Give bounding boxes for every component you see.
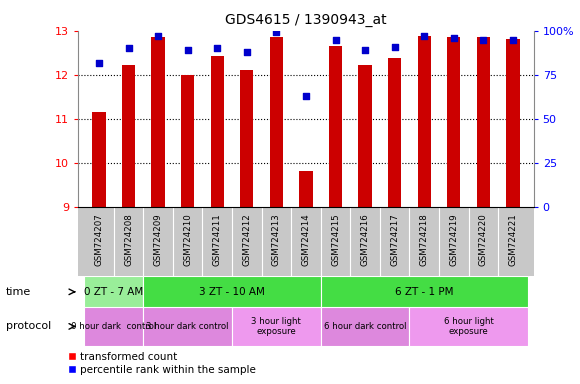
Point: [183, 47, 193, 53]
Bar: [321, 276, 528, 307]
Point: [302, 93, 311, 99]
Bar: [506, 39, 520, 207]
Point: [272, 30, 281, 36]
Text: GSM724212: GSM724212: [242, 213, 251, 266]
Text: GSM724207: GSM724207: [95, 213, 103, 266]
Text: GSM724218: GSM724218: [420, 213, 429, 266]
Text: GSM724208: GSM724208: [124, 213, 133, 266]
Bar: [84, 276, 143, 307]
Text: 3 ZT - 10 AM: 3 ZT - 10 AM: [199, 287, 265, 297]
Bar: [181, 75, 194, 207]
Point: [154, 33, 163, 39]
Point: [390, 43, 399, 50]
Text: GSM724215: GSM724215: [331, 213, 340, 266]
Text: 0 ZT - 7 AM: 0 ZT - 7 AM: [84, 287, 143, 297]
Point: [419, 33, 429, 39]
Bar: [388, 58, 401, 207]
Text: GSM724211: GSM724211: [213, 213, 222, 266]
Bar: [418, 36, 431, 207]
Bar: [232, 307, 321, 346]
Bar: [143, 307, 232, 346]
Text: GSM724220: GSM724220: [479, 213, 488, 266]
Title: GDS4615 / 1390943_at: GDS4615 / 1390943_at: [225, 13, 387, 27]
Text: time: time: [6, 287, 31, 297]
Text: GSM724210: GSM724210: [183, 213, 192, 266]
Point: [95, 60, 104, 66]
Point: [213, 45, 222, 51]
Text: GSM724221: GSM724221: [509, 213, 517, 266]
Bar: [299, 171, 313, 207]
Point: [508, 36, 517, 43]
Text: GSM724214: GSM724214: [302, 213, 310, 266]
Text: 6 hour light
exposure: 6 hour light exposure: [444, 317, 494, 336]
Bar: [409, 307, 528, 346]
Legend: transformed count, percentile rank within the sample: transformed count, percentile rank withi…: [63, 348, 260, 379]
Bar: [84, 307, 143, 346]
Bar: [211, 56, 224, 207]
Point: [331, 36, 340, 43]
Point: [449, 35, 458, 41]
Point: [124, 45, 133, 51]
Bar: [477, 37, 490, 207]
Bar: [358, 65, 372, 207]
Bar: [151, 37, 165, 207]
Text: 0 hour dark  control: 0 hour dark control: [71, 322, 157, 331]
Bar: [329, 46, 342, 207]
Bar: [92, 113, 106, 207]
Text: GSM724209: GSM724209: [154, 213, 162, 265]
Bar: [122, 65, 135, 207]
Text: GSM724216: GSM724216: [361, 213, 369, 266]
Text: protocol: protocol: [6, 321, 51, 331]
Text: 6 ZT - 1 PM: 6 ZT - 1 PM: [395, 287, 454, 297]
Text: 3 hour light
exposure: 3 hour light exposure: [252, 317, 302, 336]
Point: [242, 49, 252, 55]
Point: [478, 36, 488, 43]
Point: [360, 47, 369, 53]
Bar: [240, 71, 253, 207]
Text: GSM724219: GSM724219: [450, 213, 458, 265]
Text: GSM724213: GSM724213: [272, 213, 281, 266]
Bar: [143, 276, 321, 307]
Text: 6 hour dark control: 6 hour dark control: [324, 322, 407, 331]
Bar: [270, 37, 283, 207]
Bar: [447, 37, 461, 207]
Text: 3 hour dark control: 3 hour dark control: [146, 322, 229, 331]
Bar: [321, 307, 409, 346]
Text: GSM724217: GSM724217: [390, 213, 399, 266]
